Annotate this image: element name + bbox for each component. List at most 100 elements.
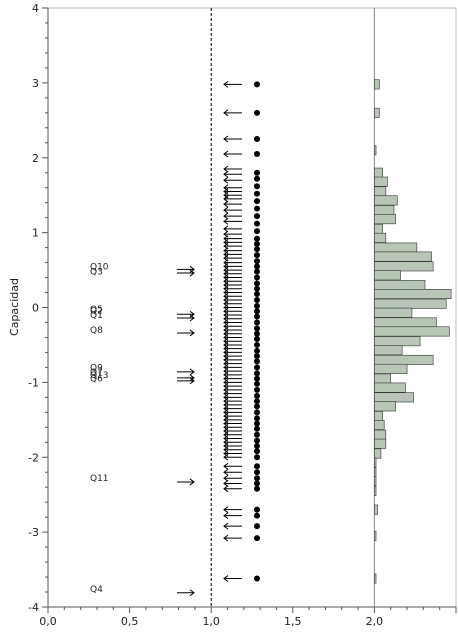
histogram-bar [374, 382, 406, 393]
person-point [254, 246, 260, 253]
person-arrow [223, 468, 242, 476]
histogram-bar [374, 573, 377, 584]
x-tick-label: 1,5 [284, 615, 302, 628]
item-label: Q9 [90, 363, 103, 373]
histogram-bar [374, 438, 387, 449]
histogram-bar [374, 392, 414, 403]
item-arrow [177, 374, 195, 382]
person-point [254, 386, 260, 393]
person-point [254, 308, 260, 315]
histogram-bar [374, 107, 380, 118]
person-point [254, 358, 260, 365]
histogram-bar [374, 317, 437, 328]
person-point [254, 252, 260, 259]
histogram-bar [374, 223, 383, 234]
person-arrow [223, 176, 242, 184]
y-tick-label: 3 [32, 77, 39, 90]
item-label: Q13 [90, 371, 109, 381]
person-point [254, 285, 260, 292]
y-tick-label: 0 [32, 302, 39, 315]
person-point [254, 443, 260, 450]
person-point [254, 463, 260, 470]
person-point [254, 235, 260, 242]
histogram-bar [374, 354, 434, 365]
histogram-bar [374, 336, 421, 347]
histogram-bar [374, 345, 403, 356]
x-axis: 0,0 0,5 1,0 1,5 2,0 [39, 606, 457, 628]
person-arrow [223, 485, 242, 493]
person-point [254, 353, 260, 360]
person-point [254, 205, 260, 212]
person-arrow [223, 217, 242, 225]
histogram-bar [374, 411, 383, 422]
item-label: Q11 [90, 474, 109, 484]
histogram-bar [374, 145, 377, 156]
histogram [374, 79, 452, 584]
histogram-bar [374, 363, 408, 374]
person-point [254, 364, 260, 371]
x-tick-label: 1,0 [202, 615, 220, 628]
histogram-bar [374, 530, 377, 541]
person-point [254, 448, 260, 455]
person-point [254, 213, 260, 220]
person-point [254, 523, 260, 530]
person-arrow [223, 480, 242, 487]
person-arrow [223, 225, 242, 233]
person-point [254, 420, 260, 427]
item-label: Q6 [90, 375, 103, 385]
person-arrow [223, 170, 242, 178]
histogram-bar [374, 205, 395, 216]
item-label: Q2 [90, 306, 103, 316]
person-point [254, 335, 260, 342]
item-label: Q7 [90, 368, 103, 378]
histogram-bar [374, 457, 377, 468]
item-arrow [177, 478, 195, 486]
person-arrow [223, 80, 242, 88]
person-point [254, 136, 260, 143]
item-arrow [177, 589, 195, 597]
histogram-bar [374, 373, 392, 384]
person-point [254, 274, 260, 281]
person-point [254, 268, 260, 275]
item-label: Q1 [90, 311, 103, 321]
histogram-bar [374, 195, 398, 206]
person-point [254, 169, 260, 176]
person-point [254, 535, 260, 542]
histogram-bar [374, 167, 383, 178]
person-point [254, 303, 260, 310]
person-point [254, 228, 260, 235]
person-arrow [223, 506, 242, 514]
histogram-bar [374, 251, 432, 262]
histogram-bar [374, 326, 450, 337]
person-point [254, 313, 260, 320]
histogram-bar [374, 429, 387, 440]
person-point [254, 431, 260, 438]
person-arrow [223, 575, 242, 582]
person-arrow [223, 200, 242, 208]
y-tick-label: -3 [28, 526, 39, 539]
person-point [254, 437, 260, 444]
person-arrows [223, 80, 242, 582]
y-tick-label: 2 [32, 152, 39, 165]
person-arrow [223, 135, 242, 143]
person-point [254, 175, 260, 182]
item-label: Q10 [90, 262, 109, 272]
person-point [254, 183, 260, 190]
item-arrow [177, 314, 195, 322]
person-point [254, 480, 260, 487]
histogram-bar [374, 214, 396, 225]
person-arrow [223, 206, 242, 214]
person-point [254, 151, 260, 158]
histogram-bar [374, 307, 413, 318]
y-tick-label: 4 [32, 2, 39, 15]
person-arrow [223, 512, 242, 520]
person-arrow [223, 165, 242, 173]
y-tick-label: -1 [28, 376, 39, 389]
person-point [254, 240, 260, 247]
histogram-bar [374, 476, 377, 487]
person-arrow [223, 522, 242, 530]
person-point [254, 403, 260, 410]
person-point [254, 398, 260, 405]
